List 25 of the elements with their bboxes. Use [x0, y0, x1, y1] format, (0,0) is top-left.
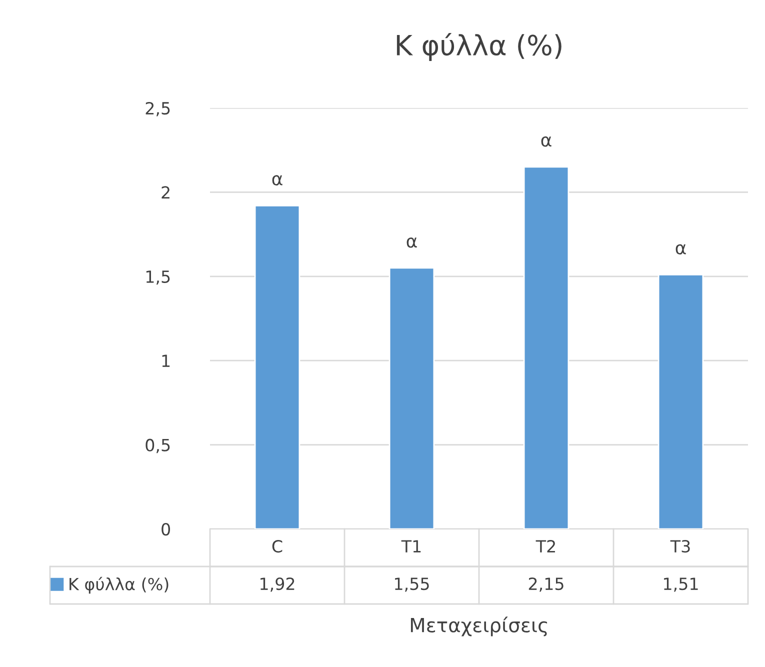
y-tick-label: 1 — [162, 354, 170, 367]
x-tick-label: T1 — [401, 540, 421, 552]
data-label: 1,51 — [664, 578, 698, 592]
annotation: α — [406, 237, 417, 248]
data-label: 1,55 — [395, 578, 429, 592]
y-tick-label: 1,5 — [146, 270, 170, 285]
y-tick-label: 2,5 — [146, 102, 170, 116]
bar — [388, 267, 435, 529]
bar — [254, 204, 300, 529]
bar — [523, 166, 570, 529]
x-tick-label: C — [272, 540, 282, 553]
annotation: α — [676, 244, 686, 255]
data-label: 2,15 — [528, 577, 564, 592]
y-tick-label: 0,5 — [146, 438, 170, 454]
y-tick-label: 0 — [162, 522, 170, 536]
bar — [658, 274, 704, 529]
annotation: α — [541, 136, 552, 147]
x-tick-label: T3 — [670, 540, 690, 553]
chart-title: Κ φύλλα (%) — [396, 33, 562, 61]
legend-label: Κ φύλλα (%) — [70, 576, 168, 594]
annotation: α — [272, 175, 282, 186]
x-axis-title: Μεταχειρίσεις — [410, 616, 548, 636]
data-label: 1,92 — [260, 577, 294, 592]
y-tick-label: 2 — [162, 186, 170, 199]
x-tick-label: T2 — [536, 540, 555, 552]
